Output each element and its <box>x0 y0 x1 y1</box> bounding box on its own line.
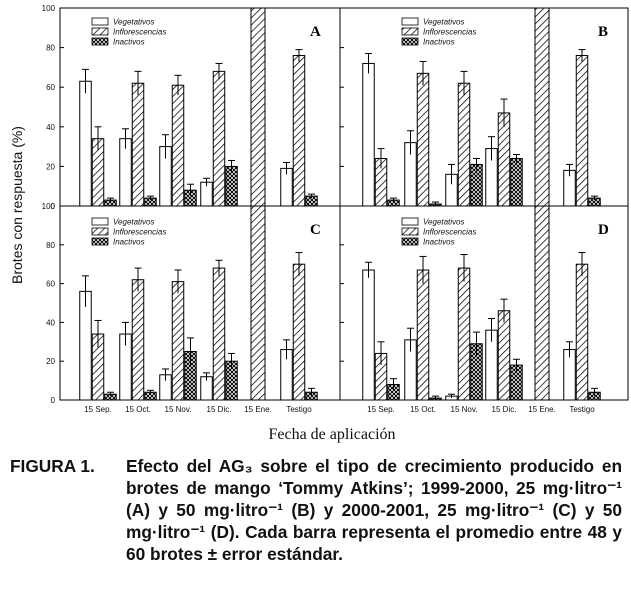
x-axis-label: Fecha de aplicación <box>268 426 395 443</box>
bar-b-0-0 <box>362 62 375 207</box>
bar-c-1-2 <box>171 281 185 401</box>
x-tick-label: Testigo <box>286 405 312 414</box>
x-tick-label: 15 Ene. <box>244 405 272 414</box>
y-tick-label: 20 <box>46 357 55 366</box>
panel-d: 15 Sep. 15 Oct. 15 Nov. 15 Dic. 15 Ene. Testi… <box>339 205 629 414</box>
legend-label: Inflorescencias <box>423 28 476 37</box>
y-tick-label: 20 <box>46 162 55 171</box>
legend-label: Vegetativos <box>113 18 155 27</box>
hatched-band-b <box>534 7 550 207</box>
legend-label: Vegetativos <box>423 218 465 227</box>
legend-swatch <box>91 37 109 46</box>
x-tick-label: 15 Dic. <box>207 405 232 414</box>
legend-swatch <box>91 217 109 226</box>
x-tick-label: 15 Sep. <box>367 405 395 414</box>
legend-label: Inactivos <box>423 238 455 247</box>
bar-b-1-1 <box>416 72 430 207</box>
bar-d-0-0 <box>362 269 375 401</box>
bar-c-0-0 <box>79 290 92 401</box>
bar-b-2-2 <box>470 163 483 207</box>
x-tick-label: 15 Dic. <box>492 405 517 414</box>
x-tick-label: 15 Oct. <box>410 405 436 414</box>
panel-letter: A <box>310 24 321 40</box>
bar-b-1-3 <box>497 112 511 207</box>
bar-d-1-1 <box>416 269 430 401</box>
bar-d-1-2 <box>457 267 471 401</box>
y-tick-label: 80 <box>46 44 55 53</box>
bar-c-1-1 <box>131 279 145 401</box>
bar-b-1-5 <box>575 55 589 207</box>
legend-swatch <box>401 17 419 26</box>
legend-swatch <box>401 237 419 246</box>
y-tick-label: 60 <box>46 83 55 92</box>
panel-a: 0 20 40 60 80 100 A VegetativosInflorescenciasI… <box>42 4 341 211</box>
hatched-band-c <box>250 205 266 401</box>
legend-swatch <box>91 227 109 236</box>
bar-b-2-3 <box>510 157 523 207</box>
legend-swatch <box>401 217 419 226</box>
bar-a-0-1 <box>119 138 132 207</box>
legend-swatch <box>401 37 419 46</box>
x-tick-label: 15 Nov. <box>165 405 192 414</box>
bar-b-1-2 <box>457 82 471 207</box>
y-tick-label: 80 <box>46 241 55 250</box>
hatched-band-d <box>534 205 550 401</box>
bar-a-1-1 <box>131 82 145 207</box>
x-tick-label: 15 Nov. <box>451 405 478 414</box>
panel-letter: D <box>598 222 609 238</box>
caption-text: Efecto del AG₃ sobre el tipo de crecimie… <box>126 456 622 564</box>
legend-label: Inactivos <box>113 38 145 47</box>
legend-label: Inflorescencias <box>113 228 166 237</box>
figure-chart: 020406080100AVegetativosInflorescenciasI… <box>9 4 629 443</box>
y-tick-label: 60 <box>46 280 55 289</box>
hatched-band-a <box>250 7 266 207</box>
legend-label: Vegetativos <box>423 18 465 27</box>
x-tick-label: 15 Sep. <box>84 405 112 414</box>
legend-swatch <box>401 27 419 36</box>
legend-label: Vegetativos <box>113 218 155 227</box>
legend-label: Inflorescencias <box>423 228 476 237</box>
y-tick-label: 100 <box>42 202 56 211</box>
y-tick-label: 40 <box>46 318 55 327</box>
panels-group: 020406080100AVegetativosInflorescenciasI… <box>42 4 629 414</box>
legend-swatch <box>91 27 109 36</box>
legend-label: Inactivos <box>423 38 455 47</box>
bar-d-1-5 <box>575 263 589 401</box>
panel-letter: C <box>310 222 321 238</box>
bar-c-1-3 <box>212 267 226 401</box>
legend-swatch <box>91 17 109 26</box>
legend-label: Inactivos <box>113 238 145 247</box>
bar-a-1-5 <box>292 55 306 207</box>
x-tick-label: 15 Ene. <box>528 405 556 414</box>
y-axis-label: Brotes con respuesta (%) <box>9 126 25 284</box>
bar-a-1-3 <box>212 70 226 207</box>
caption-label: FIGURA 1. <box>10 456 95 476</box>
y-tick-label: 0 <box>51 396 56 405</box>
y-tick-label: 40 <box>46 123 55 132</box>
x-tick-label: Testigo <box>569 405 595 414</box>
figure-caption: FIGURA 1. Efecto del AG₃ sobre el tipo d… <box>10 455 622 565</box>
bar-a-1-2 <box>171 84 185 207</box>
bar-d-1-3 <box>497 310 511 401</box>
y-tick-label: 0 <box>51 202 56 211</box>
panel-frame <box>339 205 629 401</box>
panel-c: 0 20 40 60 80 100 15 Sep. 15 Oct. 15 Nov. 15 Dic.… <box>42 202 341 414</box>
legend-swatch <box>91 237 109 246</box>
legend-swatch <box>401 227 419 236</box>
bar-a-0-0 <box>79 80 92 207</box>
legend-label: Inflorescencias <box>113 28 166 37</box>
panel-letter: B <box>598 24 608 40</box>
y-tick-label: 100 <box>42 4 56 13</box>
x-tick-label: 15 Oct. <box>125 405 151 414</box>
bar-c-1-5 <box>292 263 306 401</box>
